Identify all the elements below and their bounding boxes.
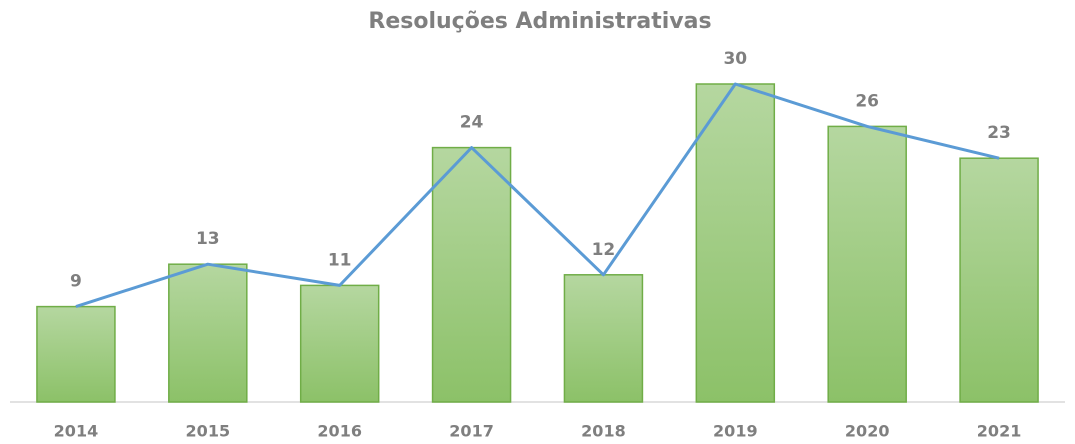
bar xyxy=(299,284,380,403)
data-label: 26 xyxy=(855,91,879,111)
x-tick-label: 2015 xyxy=(186,422,231,441)
x-tick-label: 2020 xyxy=(845,422,890,441)
x-tick-label: 2019 xyxy=(713,422,758,441)
bar xyxy=(563,274,644,403)
bar xyxy=(695,83,776,403)
data-label: 12 xyxy=(592,240,616,260)
bar xyxy=(431,146,512,403)
x-tick-label: 2018 xyxy=(581,422,626,441)
data-label: 30 xyxy=(723,49,747,69)
x-tick-label: 2016 xyxy=(317,422,362,441)
data-label: 11 xyxy=(328,250,352,270)
data-label: 24 xyxy=(460,113,484,133)
data-label: 9 xyxy=(70,272,82,292)
chart-title: Resoluções Administrativas xyxy=(368,9,711,34)
x-tick-label: 2021 xyxy=(977,422,1022,441)
bar xyxy=(168,263,248,403)
x-tick-label: 2014 xyxy=(54,422,99,441)
trend-line xyxy=(75,82,1000,309)
bar xyxy=(959,157,1039,403)
x-tick-label: 2017 xyxy=(449,422,494,441)
bar xyxy=(827,125,907,403)
bar xyxy=(36,305,116,403)
data-label: 13 xyxy=(196,229,220,249)
data-label: 23 xyxy=(987,123,1011,143)
